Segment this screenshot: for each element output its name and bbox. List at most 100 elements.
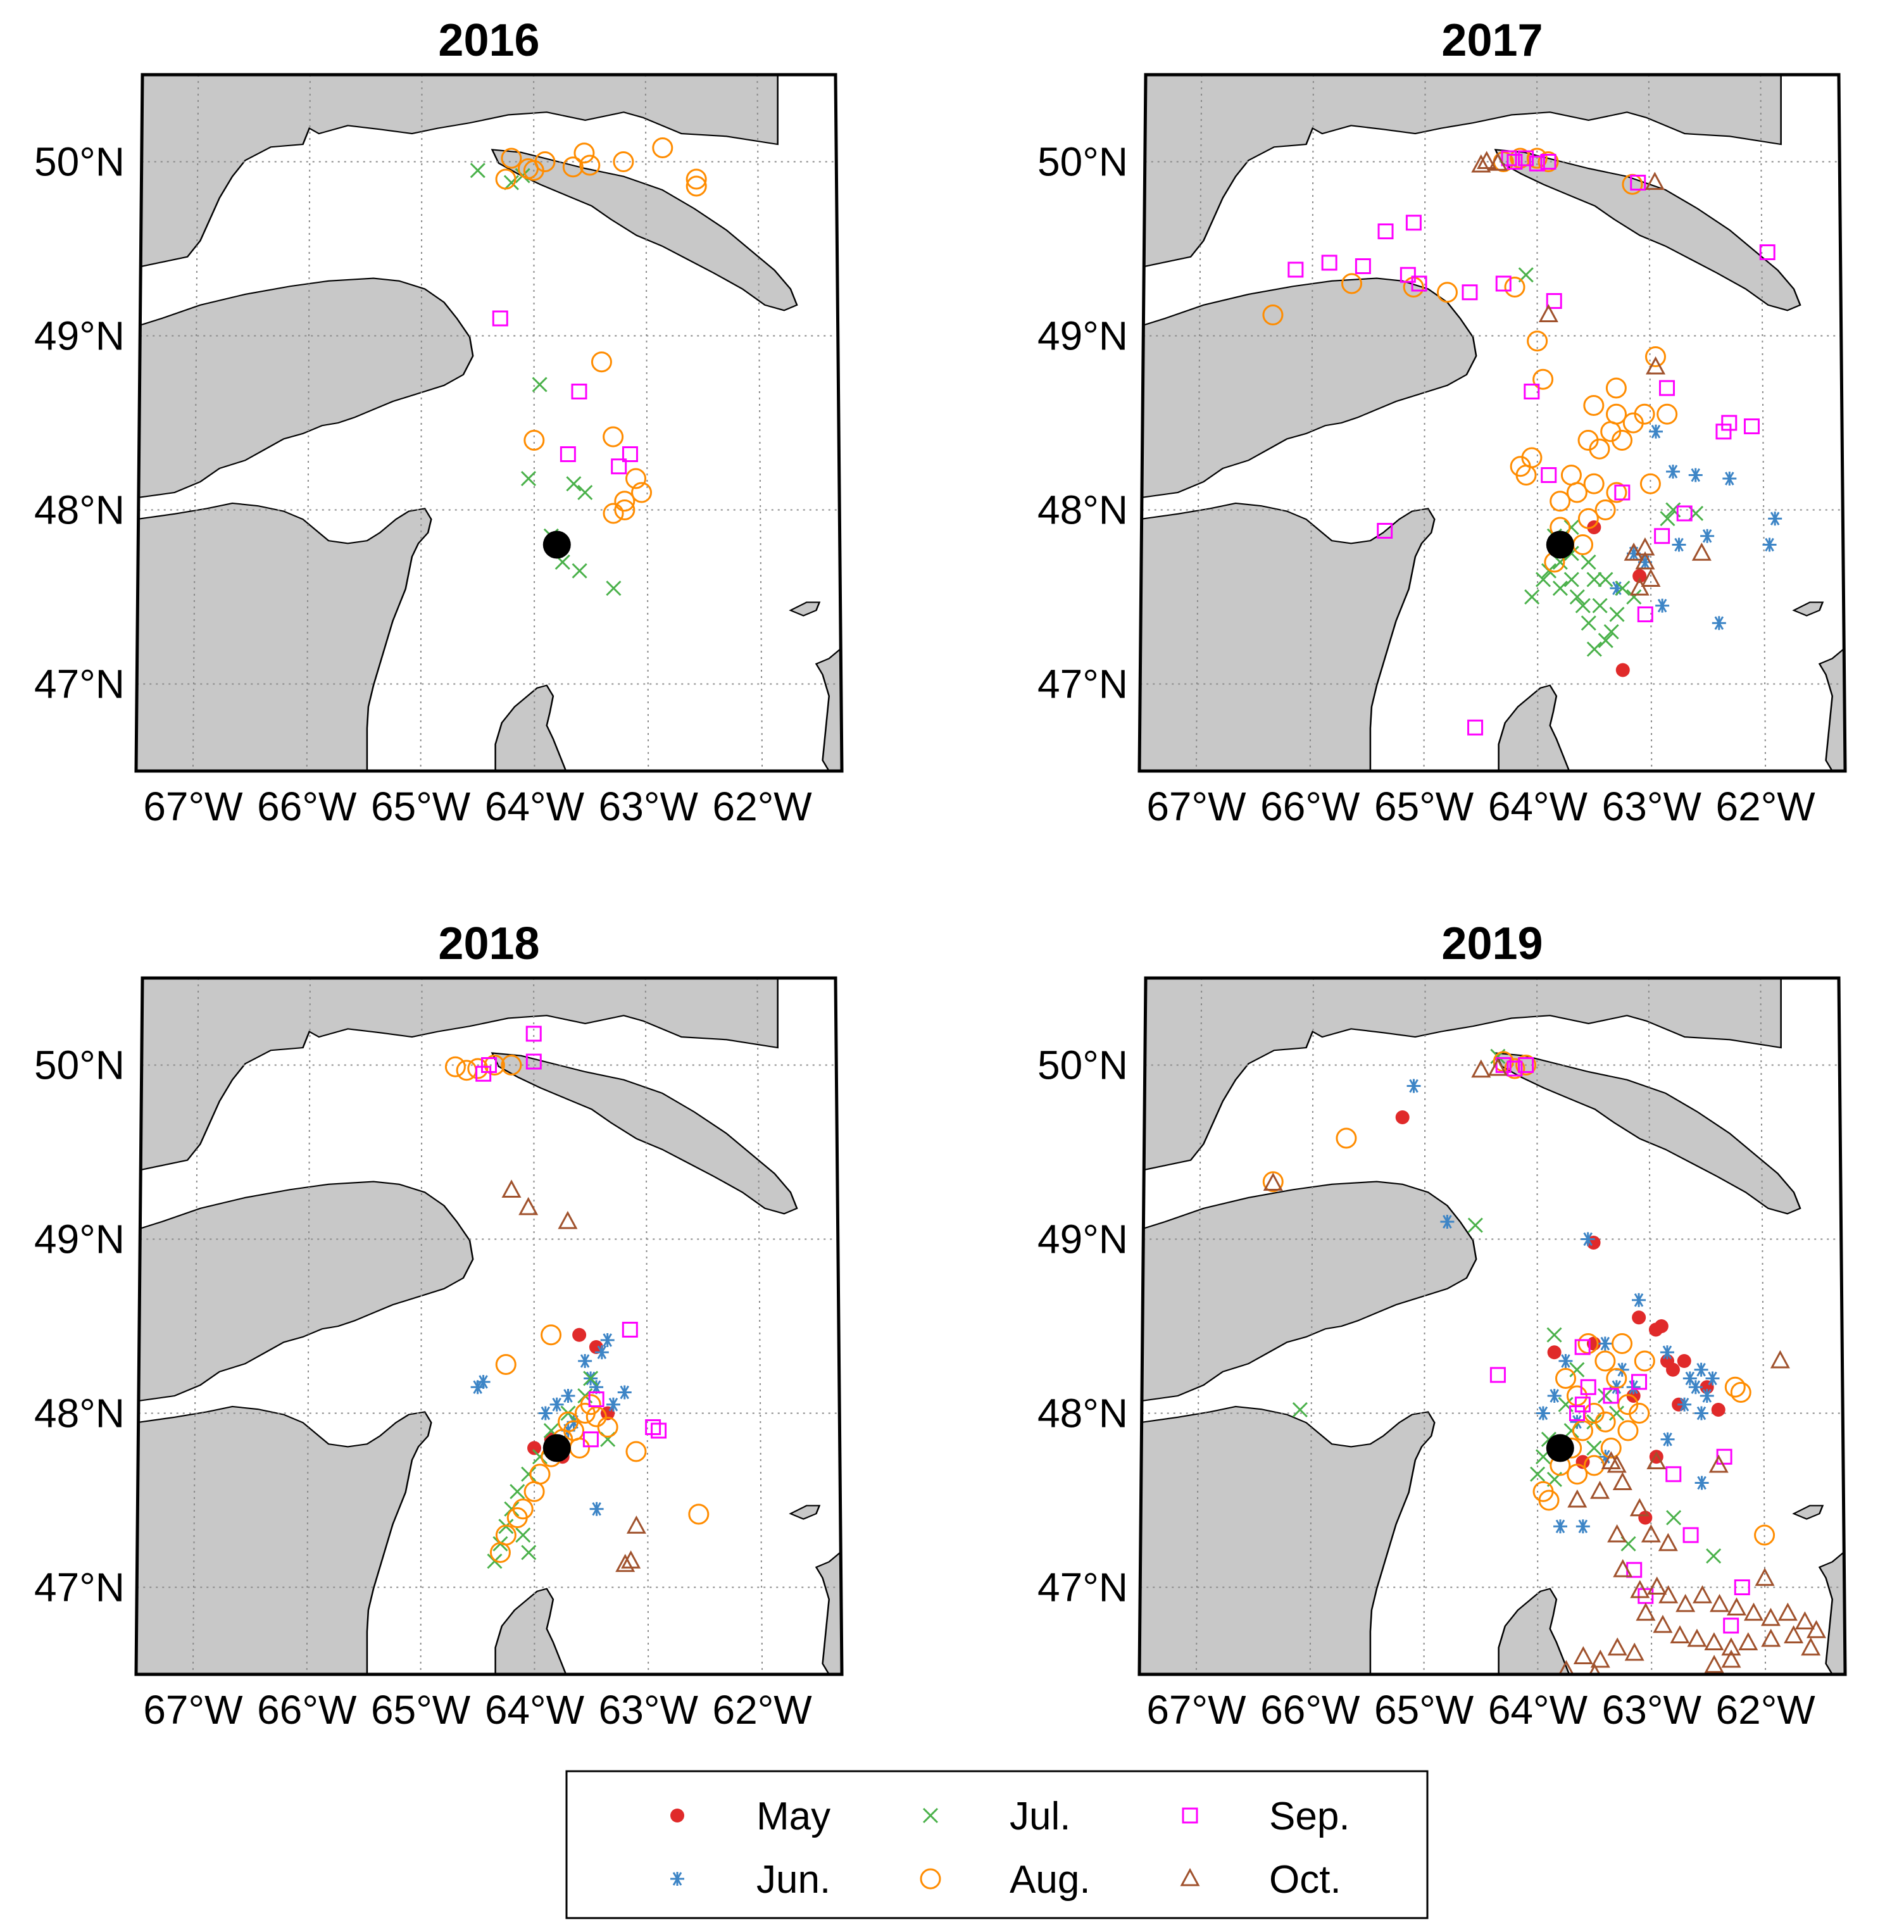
lat-tick-label: 47°N [1037,1565,1128,1610]
sighting-oct-marker [1477,151,1497,169]
sighting-may-marker [1711,1403,1726,1417]
sighting-oct-marker [1675,1593,1696,1612]
meridian-line [306,75,311,771]
sighting-sep-marker [622,446,638,462]
sighting-oct-marker [1630,1579,1650,1598]
legend-marker-jul [922,1807,939,1824]
sighting-jul-marker [1569,589,1585,605]
sighting-aug-marker [558,1411,579,1433]
sighting-aug-marker [1594,1350,1616,1372]
sighting-oct-marker [1704,1632,1724,1650]
sighting-oct-marker [1760,1607,1781,1626]
sighting-oct-marker [1646,356,1666,375]
sighting-oct-marker [1794,1611,1815,1629]
sighting-aug-marker [1336,1127,1357,1149]
sighting-may-marker [1547,1345,1562,1360]
sighting-jun-marker [600,1333,615,1347]
lat-tick-label: 50°N [34,1043,125,1088]
sighting-sep-marker [1467,719,1484,736]
sighting-jul-marker [1552,580,1568,596]
sighting-may-marker [1654,1319,1669,1333]
sighting-oct-marker [626,1515,646,1534]
sighting-oct-marker [1263,1172,1283,1191]
sighting-jul-marker [1597,1388,1613,1404]
meridian-line [420,978,423,1674]
sighting-sep-marker [560,446,576,462]
sighting-oct-marker [1567,1489,1588,1508]
sighting-aug-marker [1594,1411,1616,1433]
sighting-sep-marker [1405,215,1422,231]
sighting-oct-marker [1770,1350,1790,1369]
sightings-layer [444,1026,710,1572]
sighting-aug-marker [652,137,673,158]
sighting-oct-marker [1658,1585,1679,1603]
sighting-jul-marker [1608,1405,1625,1421]
sighting-aug-marker [467,1058,489,1079]
sighting-jul-marker [510,1484,525,1500]
lon-tick-label: 63°W [1602,1687,1702,1733]
sighting-aug-marker [1538,151,1559,172]
sighting-sep-marker [1462,284,1478,301]
sighting-jul-marker [1660,511,1675,527]
sighting-sep-marker [1546,293,1562,309]
sighting-oct-marker [1777,1602,1798,1621]
lat-tick-label: 49°N [34,313,125,359]
sighting-oct-marker [1641,568,1661,587]
sighting-aug-marker [489,1542,511,1563]
sighting-jul-marker [521,1545,537,1560]
lon-tick-label: 62°W [1716,784,1816,829]
sighting-oct-marker [1607,1524,1627,1543]
sighting-jun-marker [1694,1362,1708,1377]
legend-label: Jul. [1010,1795,1070,1838]
sighting-sep-marker [622,1322,638,1338]
sighting-jul-marker [1524,589,1540,605]
sighting-oct-marker [1801,1637,1821,1656]
sighting-oct-marker [1573,1646,1593,1664]
sighting-sep-marker [1630,175,1646,191]
sighting-aug-marker [591,351,612,373]
sighting-jul-marker [1626,589,1642,605]
sighting-sep-marker [1321,254,1337,271]
sighting-jul-marker [1666,1510,1682,1526]
sighting-aug-marker [1504,277,1525,298]
sighting-aug-marker [541,1324,562,1346]
sightings-layer [1262,147,1782,736]
sighting-oct-marker [1646,1451,1667,1469]
sighting-oct-marker [501,1179,522,1198]
meridian-line [1536,978,1539,1674]
lon-tick-label: 66°W [257,1687,357,1733]
lon-tick-label: 65°W [371,1687,471,1733]
sighting-aug-marker [444,1056,466,1077]
sighting-jun-marker [1705,1371,1720,1386]
sighting-aug-marker [1612,430,1633,451]
sighting-jun-marker [1672,537,1686,552]
map-frame [134,73,844,773]
sighting-jun-marker [1655,598,1670,613]
sighting-jun-marker [538,1406,553,1421]
sighting-may-marker [1677,1354,1691,1368]
sighting-aug-marker [1515,1055,1537,1076]
sighting-jun-marker [1700,1389,1714,1403]
sighting-oct-marker [1644,172,1665,190]
sighting-oct-marker [1721,1649,1741,1668]
legend-label: Oct. [1269,1858,1341,1902]
station-marker [1546,530,1574,559]
sighting-aug-marker [1612,1333,1633,1354]
sighting-sep-marker [1377,523,1393,539]
sighting-jul-marker [577,484,593,501]
sighting-may-marker [1632,1310,1646,1325]
sighting-jul-marker [1529,1466,1546,1482]
sighting-jul-marker [1586,572,1602,587]
lat-tick-label: 50°N [1037,139,1128,185]
lon-tick-label: 66°W [1260,1687,1360,1733]
legend-item-jul: Jul. [922,1795,1070,1838]
sighting-aug-marker [1527,330,1548,352]
meridian-line [1309,75,1314,771]
sighting-oct-marker [1721,1637,1741,1656]
meridian-line [1195,75,1203,771]
sighting-sep-marker [1614,484,1631,501]
sighting-aug-marker [686,168,707,190]
lon-tick-label: 64°W [485,1687,585,1733]
meridian-line [644,75,649,771]
sighting-sep-marker [1743,418,1760,434]
